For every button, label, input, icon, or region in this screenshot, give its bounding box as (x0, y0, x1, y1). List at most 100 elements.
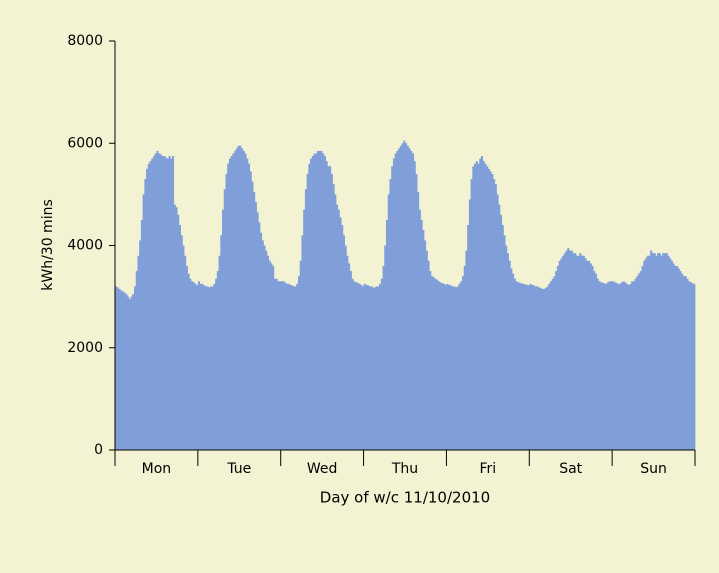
bar (133, 286, 137, 450)
bar (560, 258, 563, 450)
bar (247, 163, 251, 450)
bar (570, 250, 573, 450)
bar (254, 202, 257, 450)
bar (689, 282, 692, 450)
bar (242, 150, 245, 450)
bar (341, 225, 344, 450)
bar (209, 286, 213, 450)
bar (646, 255, 649, 450)
bar (658, 253, 661, 450)
bar (651, 253, 654, 450)
bar (693, 283, 696, 450)
bar (180, 235, 183, 450)
bar (579, 253, 582, 450)
bar (423, 240, 427, 450)
y-tick-label: 8000 (67, 33, 103, 49)
bar (373, 287, 377, 450)
bar (553, 276, 556, 450)
bar (275, 278, 278, 450)
bar (624, 282, 627, 450)
bar (265, 250, 268, 450)
bar (617, 283, 620, 450)
bar (272, 265, 275, 450)
bar (222, 209, 225, 450)
bar (546, 286, 549, 450)
bar (147, 163, 150, 450)
bar (584, 258, 587, 450)
bar (325, 161, 328, 451)
bar (168, 156, 171, 450)
bar (197, 281, 200, 450)
bar (653, 253, 656, 450)
bar (479, 158, 482, 450)
bar (417, 191, 420, 450)
bar (596, 278, 599, 450)
bar (510, 268, 513, 450)
bar (556, 265, 560, 450)
bar (320, 150, 323, 450)
bar (541, 288, 544, 450)
bar (670, 260, 673, 450)
bar (334, 194, 337, 450)
bars (115, 140, 696, 451)
bar (684, 276, 687, 450)
bar (496, 194, 499, 450)
bar (498, 204, 501, 450)
bar (681, 273, 684, 450)
bar (657, 253, 660, 450)
bar (467, 225, 470, 450)
bar (115, 286, 118, 450)
bar (688, 281, 691, 450)
bar (316, 150, 320, 450)
bar (367, 285, 370, 450)
bar (603, 283, 606, 450)
bar (625, 283, 629, 450)
bar (499, 214, 503, 450)
y-tick-label: 6000 (67, 135, 103, 151)
bar (430, 276, 434, 450)
bar (249, 171, 252, 450)
bar (220, 235, 223, 450)
x-tick-label: Sun (640, 461, 667, 477)
bar (494, 184, 497, 450)
bar (278, 281, 282, 450)
bar (405, 143, 408, 450)
bar (234, 150, 237, 450)
bar (363, 283, 366, 450)
bar (206, 286, 209, 450)
bar (342, 235, 345, 450)
bar (551, 278, 554, 450)
bar (187, 273, 190, 450)
bar (273, 278, 276, 450)
bar (593, 271, 596, 450)
bar (313, 153, 316, 450)
bar (154, 153, 157, 450)
bar (539, 287, 542, 450)
bar (218, 255, 221, 450)
y-tick-label: 2000 (67, 340, 103, 356)
bar (266, 255, 270, 450)
bar (463, 265, 466, 450)
bar (436, 279, 439, 450)
bar (615, 282, 618, 450)
bar (644, 258, 648, 450)
bar (370, 286, 373, 450)
bar (451, 286, 454, 450)
bar (251, 181, 254, 450)
bar (358, 283, 361, 450)
bar (146, 168, 149, 450)
bar (282, 281, 285, 450)
bar (120, 290, 123, 450)
bar (415, 173, 418, 451)
bar (691, 283, 694, 450)
bar (600, 282, 603, 450)
bar (446, 283, 449, 450)
bar (501, 225, 504, 450)
bar (128, 299, 131, 450)
bar (432, 277, 435, 450)
bar (515, 281, 518, 450)
bar (520, 283, 523, 450)
bar (166, 158, 169, 450)
bar (140, 219, 144, 450)
